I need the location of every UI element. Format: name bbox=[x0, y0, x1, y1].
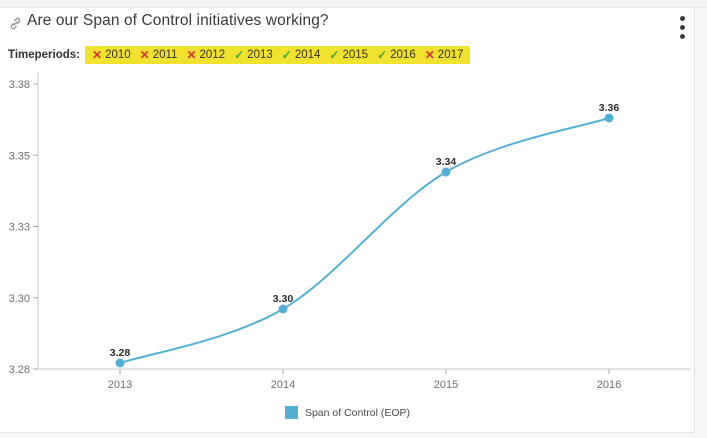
timeperiod-toggle-2015[interactable]: ✓ 2015 bbox=[329, 49, 368, 61]
page-title: Are our Span of Control initiatives work… bbox=[27, 12, 329, 29]
timeperiod-year: 2017 bbox=[437, 49, 464, 61]
x-icon: ✕ bbox=[139, 48, 150, 62]
link-icon[interactable] bbox=[9, 17, 22, 30]
x-tick-label: 2014 bbox=[271, 379, 295, 391]
timeperiod-toggle-2011[interactable]: ✕ 2011 bbox=[140, 49, 178, 61]
kebab-menu-button[interactable] bbox=[678, 14, 687, 41]
timeperiod-toggle-2012[interactable]: ✕ 2012 bbox=[186, 49, 225, 61]
check-icon: ✓ bbox=[329, 48, 340, 62]
timeperiod-year: 2011 bbox=[152, 49, 178, 61]
legend-label: Span of Control (EOP) bbox=[304, 406, 411, 419]
data-point-2013[interactable] bbox=[115, 358, 125, 368]
legend-item[interactable]: Span of Control (EOP) bbox=[284, 406, 411, 419]
x-tick-label: 2016 bbox=[597, 379, 621, 391]
timeperiod-year: 2016 bbox=[390, 49, 416, 61]
timeperiods-filter: ✕ 2010 ✕ 2011 ✕ 2012 ✓ 2013 ✓ 2014 ✓ 2015 ✓ 2016 ✕ 2017 bbox=[85, 46, 471, 64]
x-icon: ✕ bbox=[186, 48, 197, 62]
check-icon: ✓ bbox=[234, 48, 245, 62]
kebab-dot bbox=[680, 16, 685, 21]
y-tick-label: 3.28 bbox=[9, 364, 30, 376]
y-tick-label: 3.35 bbox=[9, 150, 30, 162]
x-tick-label: 2015 bbox=[434, 379, 458, 391]
timeperiod-year: 2015 bbox=[342, 49, 369, 61]
timeperiod-year: 2013 bbox=[247, 49, 273, 61]
data-point-2016[interactable] bbox=[604, 113, 614, 123]
x-icon: ✕ bbox=[92, 48, 103, 62]
chart-legend: Span of Control (EOP) bbox=[0, 406, 695, 419]
x-tick-label: 2013 bbox=[108, 379, 132, 391]
data-point-label: 3.30 bbox=[273, 293, 294, 305]
timeperiods-label: Timeperiods: bbox=[8, 49, 80, 61]
timeperiod-toggle-2013[interactable]: ✓ 2013 bbox=[234, 49, 273, 61]
timeperiod-toggle-2014[interactable]: ✓ 2014 bbox=[282, 49, 321, 61]
x-icon: ✕ bbox=[424, 48, 435, 62]
window-top-strip bbox=[0, 0, 707, 8]
timeperiod-year: 2010 bbox=[105, 49, 131, 61]
chain-link-icon bbox=[10, 17, 21, 30]
timeperiod-toggle-2017[interactable]: ✕ 2017 bbox=[425, 49, 464, 61]
check-icon: ✓ bbox=[281, 48, 292, 62]
legend-swatch bbox=[284, 406, 298, 419]
data-point-label: 3.34 bbox=[436, 156, 457, 168]
span-of-control-line-chart: 3.28 3.30 3.33 3.35 3.38 2013 2014 2015 2016 3.28… bbox=[9, 72, 691, 391]
timeperiods-row: Timeperiods: ✕ 2010 ✕ 2011 ✕ 2012 ✓ 2013 ✓ 2014 ✓ 2… bbox=[8, 46, 471, 64]
y-tick-label: 3.30 bbox=[9, 293, 30, 305]
data-point-label: 3.36 bbox=[599, 102, 620, 114]
data-point-label: 3.28 bbox=[110, 347, 131, 359]
check-icon: ✓ bbox=[377, 48, 388, 62]
timeperiod-year: 2012 bbox=[199, 49, 226, 61]
data-point-2014[interactable] bbox=[278, 304, 288, 314]
timeperiod-toggle-2010[interactable]: ✕ 2010 bbox=[92, 49, 131, 61]
y-tick-label: 3.38 bbox=[9, 79, 30, 91]
series-line bbox=[119, 117, 610, 364]
data-point-2015[interactable] bbox=[441, 167, 451, 177]
timeperiod-toggle-2016[interactable]: ✓ 2016 bbox=[377, 49, 416, 61]
kebab-dot bbox=[680, 25, 685, 30]
y-tick-label: 3.33 bbox=[9, 222, 30, 234]
timeperiod-year: 2014 bbox=[294, 49, 321, 61]
kebab-dot bbox=[680, 34, 685, 39]
